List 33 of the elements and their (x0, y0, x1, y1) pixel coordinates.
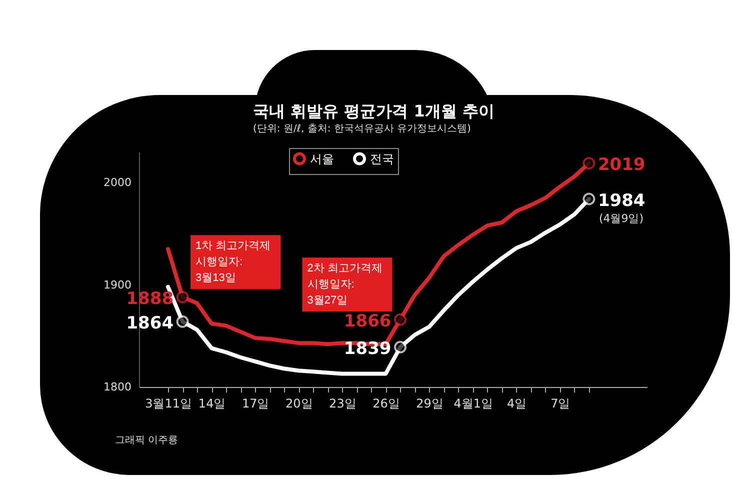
annotation: 1차 최고가격제 시행일자: 3월13일 (196, 240, 271, 284)
point (582, 192, 596, 206)
x-tick-label: 4일 (507, 396, 527, 410)
x-tick-label: 14일 (198, 396, 226, 410)
y-tick-label: 1900 (104, 278, 132, 292)
chart-subtitle: (단위: 원/ℓ, 출처: 한국석유공사 유가정보시스템) (253, 124, 472, 134)
data-label: 1888 (126, 289, 174, 310)
chart-title: 국내 휘발유 평균가격 1개월 추이 (253, 102, 494, 120)
data-label: 1839 (344, 339, 392, 360)
x-tick-label: 17일 (242, 396, 270, 410)
x-tick-label: 29일 (416, 396, 444, 410)
annotation: 2차 최고가격제 시행일자: 3월27일 (307, 262, 382, 307)
annotation: (4월9일) (598, 212, 644, 225)
data-label: 1984 (598, 191, 646, 211)
legend-label: 서울 (310, 152, 334, 166)
x-tick-label: 23일 (329, 396, 356, 410)
data-label: 2019 (598, 155, 646, 176)
y-tick-label: 2000 (104, 176, 132, 190)
point (582, 157, 596, 170)
point (394, 313, 406, 326)
text: 그래픽 이주룡 (115, 435, 178, 446)
data-label: 1866 (344, 312, 392, 332)
legend-label: 전국 (370, 152, 394, 166)
x-tick-label: 4월1일 (454, 396, 493, 410)
point (176, 290, 189, 304)
x-tick-label: 7일 (550, 396, 570, 410)
data-label: 1864 (126, 314, 174, 334)
point (394, 340, 406, 354)
x-tick-label: 3월11일 (145, 396, 192, 410)
x-tick-label: 26일 (372, 396, 400, 410)
x-tick-label: 20일 (286, 396, 313, 410)
point (176, 315, 189, 328)
y-tick-label: 1800 (104, 380, 132, 394)
